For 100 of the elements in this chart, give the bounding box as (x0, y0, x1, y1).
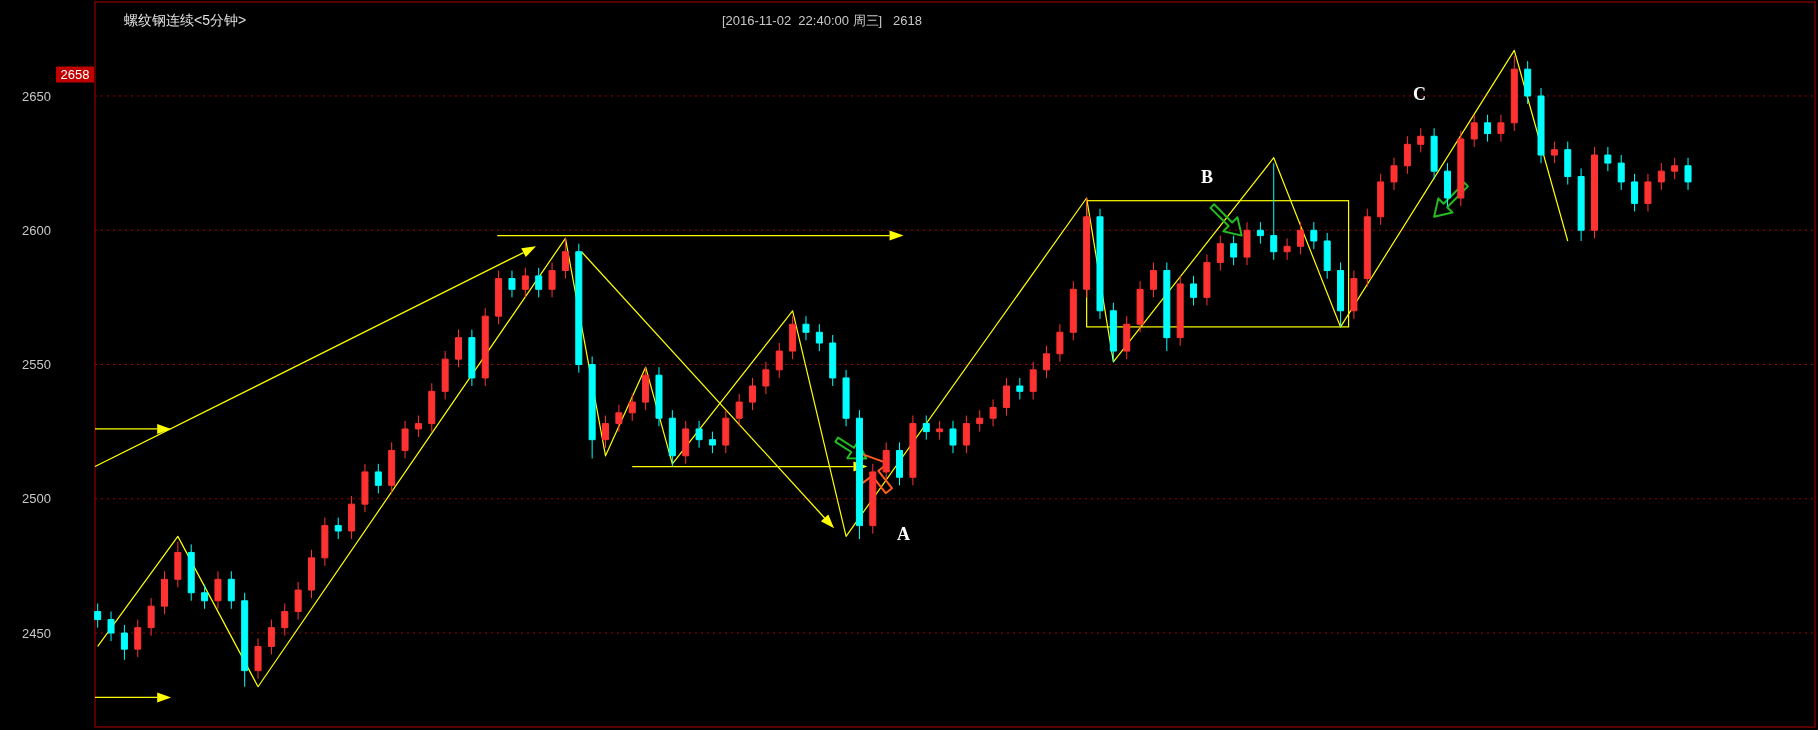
candlestick (1564, 141, 1572, 186)
candlestick (842, 369, 850, 427)
candlestick (521, 267, 529, 298)
candlestick (267, 619, 275, 655)
candlestick (1684, 157, 1692, 191)
candlestick (575, 243, 583, 374)
candlestick (1443, 162, 1451, 207)
candlestick (1190, 275, 1198, 306)
candlestick (214, 570, 222, 610)
candlestick (1230, 235, 1238, 266)
candlestick (1604, 146, 1612, 172)
candlestick (695, 420, 703, 449)
candlestick (254, 637, 262, 680)
y-tick-label: 2600 (22, 222, 51, 238)
y-tick-label: 2450 (22, 625, 51, 641)
candlestick (281, 602, 289, 637)
candlestick (802, 315, 810, 341)
candlestick (1270, 162, 1278, 261)
candlestick (976, 409, 984, 433)
candlestick (1123, 315, 1131, 360)
candlestick (481, 307, 489, 387)
candlestick (989, 398, 997, 427)
candlestick (1310, 221, 1318, 250)
candlestick (1176, 275, 1184, 347)
candlestick (1390, 157, 1398, 191)
candlestick (495, 270, 503, 325)
candlestick (414, 415, 422, 438)
line-series (97, 49, 1569, 688)
candlestick (1617, 154, 1625, 191)
candlestick (1029, 361, 1037, 400)
candlestick (1296, 221, 1304, 255)
text: [2016-11-02 22:40:00 周三] 2618 (722, 13, 922, 28)
candlestick (1056, 323, 1064, 363)
candlestick (441, 350, 449, 400)
candlestick (1256, 221, 1264, 245)
candlestick (1203, 253, 1211, 306)
candlestick (922, 415, 930, 441)
candlestick (548, 261, 556, 298)
candlestick (735, 393, 743, 427)
candlestick (401, 420, 409, 459)
candlestick (321, 517, 329, 567)
candlestick (749, 377, 757, 411)
candlestick (535, 267, 543, 298)
candlestick (1323, 232, 1331, 280)
candlestick (1377, 173, 1385, 226)
candlestick (201, 584, 209, 610)
candlestick (1350, 270, 1358, 320)
candlestick (1163, 261, 1171, 352)
candlestick (949, 420, 957, 454)
candlestick (561, 237, 569, 280)
candlestick (1216, 235, 1224, 272)
candlestick (855, 409, 863, 540)
candlestick (1149, 261, 1157, 298)
candlestick (388, 441, 396, 494)
candlestick (334, 517, 342, 540)
candlestick (1337, 261, 1345, 328)
candlestick (762, 361, 770, 395)
candlestick (1537, 87, 1545, 164)
candlestick (508, 270, 516, 298)
annotation: A (897, 523, 911, 544)
candlestick (896, 441, 904, 486)
candlestick (1631, 173, 1639, 212)
candlestick (361, 463, 369, 513)
candlestick (1002, 377, 1010, 417)
candlestick (682, 420, 690, 465)
candlestick (1671, 157, 1679, 180)
candlestick (174, 541, 182, 588)
candlestick (708, 431, 716, 454)
candlestick (120, 624, 128, 661)
candlestick (134, 619, 142, 658)
candlestick (1243, 221, 1251, 266)
annotation: B (1200, 166, 1213, 187)
candlestick (962, 415, 970, 454)
candlestick (1484, 114, 1492, 143)
candlestick (1524, 60, 1532, 105)
candlestick (187, 543, 195, 602)
candlestick (1109, 302, 1117, 363)
candlestick (588, 355, 596, 459)
candlestick (308, 549, 316, 599)
candlestick (1069, 280, 1077, 341)
candlestick (615, 404, 623, 433)
candlestick (107, 611, 115, 642)
candlestick (160, 570, 168, 615)
text: 螺纹钢连续<5分钟> (124, 12, 247, 28)
candlestick (1283, 237, 1291, 261)
candlestick (294, 581, 302, 621)
candlestick (1417, 127, 1425, 153)
candlestick (147, 597, 155, 637)
candlestick (1470, 114, 1478, 148)
candlestick (1644, 173, 1652, 212)
candlestick (1083, 197, 1091, 298)
candlestick (227, 570, 235, 610)
candlestick (468, 329, 476, 387)
annotation: C (1412, 83, 1426, 104)
candlestick (348, 495, 356, 540)
candlestick (374, 463, 382, 494)
candlestick (815, 323, 823, 352)
candlestick (1363, 208, 1371, 288)
y-tick-label: 2650 (22, 88, 51, 104)
candlestick (1457, 130, 1465, 207)
